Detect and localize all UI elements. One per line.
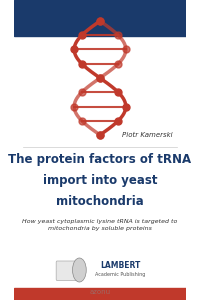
Text: Piotr Kamerski: Piotr Kamerski [122, 132, 172, 138]
Text: mitochondria: mitochondria [56, 195, 144, 208]
Text: azonu: azonu [89, 290, 111, 296]
FancyBboxPatch shape [56, 261, 82, 280]
Text: LAMBERT: LAMBERT [100, 261, 141, 270]
Circle shape [72, 258, 86, 282]
Text: Academic Publishing: Academic Publishing [95, 272, 146, 277]
Bar [14, 288, 186, 300]
Text: How yeast cytoplasmic lysine tRNA is targeted to
mitochondria by soluble protein: How yeast cytoplasmic lysine tRNA is tar… [22, 219, 178, 231]
Text: import into yeast: import into yeast [43, 174, 157, 187]
Text: The protein factors of tRNA: The protein factors of tRNA [8, 153, 192, 166]
Bar [14, 0, 186, 36]
